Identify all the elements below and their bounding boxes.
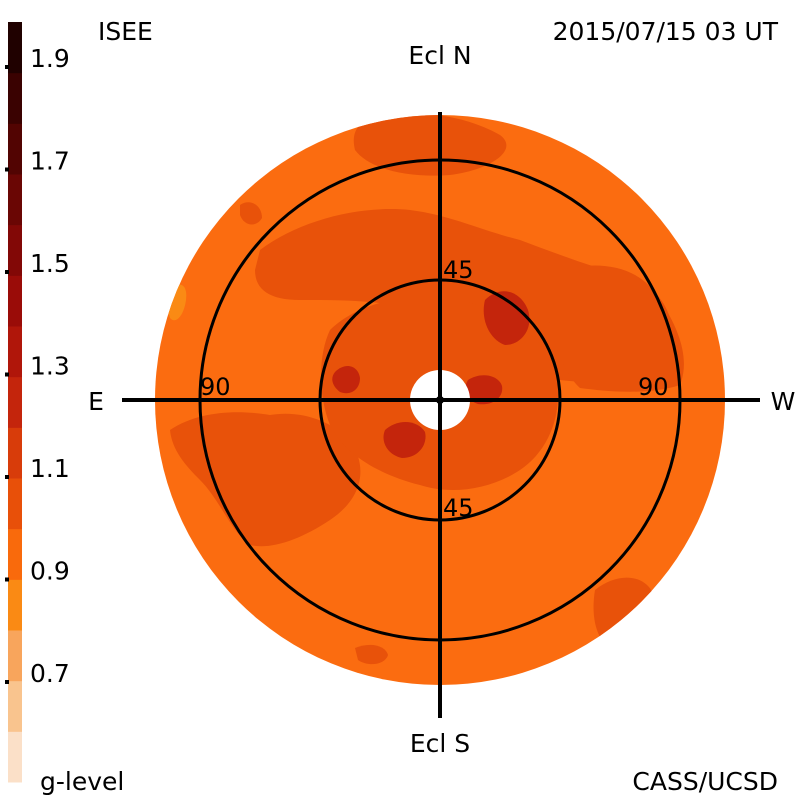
contour-region-northwest-spot [240,202,262,225]
colorbar-band [8,528,22,580]
density-contours [167,115,684,665]
contour-ridge-north [483,291,530,345]
colorbar-tick-mark [5,270,9,274]
colorbar-band [8,680,22,732]
colorbar-tick-mark [5,372,9,377]
colorbar-tick-mark [5,680,9,684]
colorbar-band [8,579,22,631]
colorbar-band [8,630,22,682]
colorbar-band [8,22,22,74]
colorbar-band [8,275,22,327]
colorbar-band [8,326,22,378]
credit-label: CASS/UCSD [632,767,778,796]
colorbar-band [8,376,22,428]
ring-label-45-north: 45 [443,256,474,284]
instrument-label: ISEE [98,17,153,46]
contour-peak-east [332,366,360,394]
compass-north-label: Ecl N [408,41,471,70]
colorbar-tick-label: 1.9 [30,44,70,73]
colorbar-band [8,72,22,124]
colorbar-band [8,427,22,479]
colorbar-tick-label: 0.9 [30,557,70,586]
colorbar-tick-mark [5,475,9,479]
timestamp-label: 2015/07/15 03 UT [553,17,779,46]
colorbar-tick-label: 1.5 [30,249,70,278]
colorbar-tick-label: 1.1 [30,454,70,483]
ring-label-90-east: 90 [200,373,231,401]
contour-region-east-band [170,412,361,547]
contour-region-southwest-spot [355,644,388,665]
colorbar-band [8,731,22,783]
colorbar-tick-label: 1.7 [30,147,70,176]
colorbar-tick-mark [5,577,9,582]
colorbar-tick-label: 0.7 [30,659,70,688]
contour-region-top [353,115,507,176]
colorbar-band [8,224,22,276]
contour-region-southeast [593,577,656,650]
colorbar-tick-mark [5,65,9,69]
colorbar-band [8,174,22,226]
colorbar-title: g-level [40,767,124,796]
contour-region-west-lobe [545,265,684,392]
contour-peak-west [465,375,503,405]
compass-south-label: Ecl S [410,729,470,758]
compass-east-label: E [88,387,104,416]
contour-peak-south [383,421,426,458]
colorbar-band [8,123,22,175]
ring-label-90-west: 90 [638,373,669,401]
colorbar: 1.9 1.7 1.5 1.3 1.1 0.9 0.7 [5,22,70,783]
colorbar-band [8,478,22,530]
compass-west-label: W [771,387,796,416]
ring-label-45-south: 45 [443,494,474,522]
colorbar-tick-label: 1.3 [30,352,70,381]
colorbar-tick-mark [5,167,9,172]
